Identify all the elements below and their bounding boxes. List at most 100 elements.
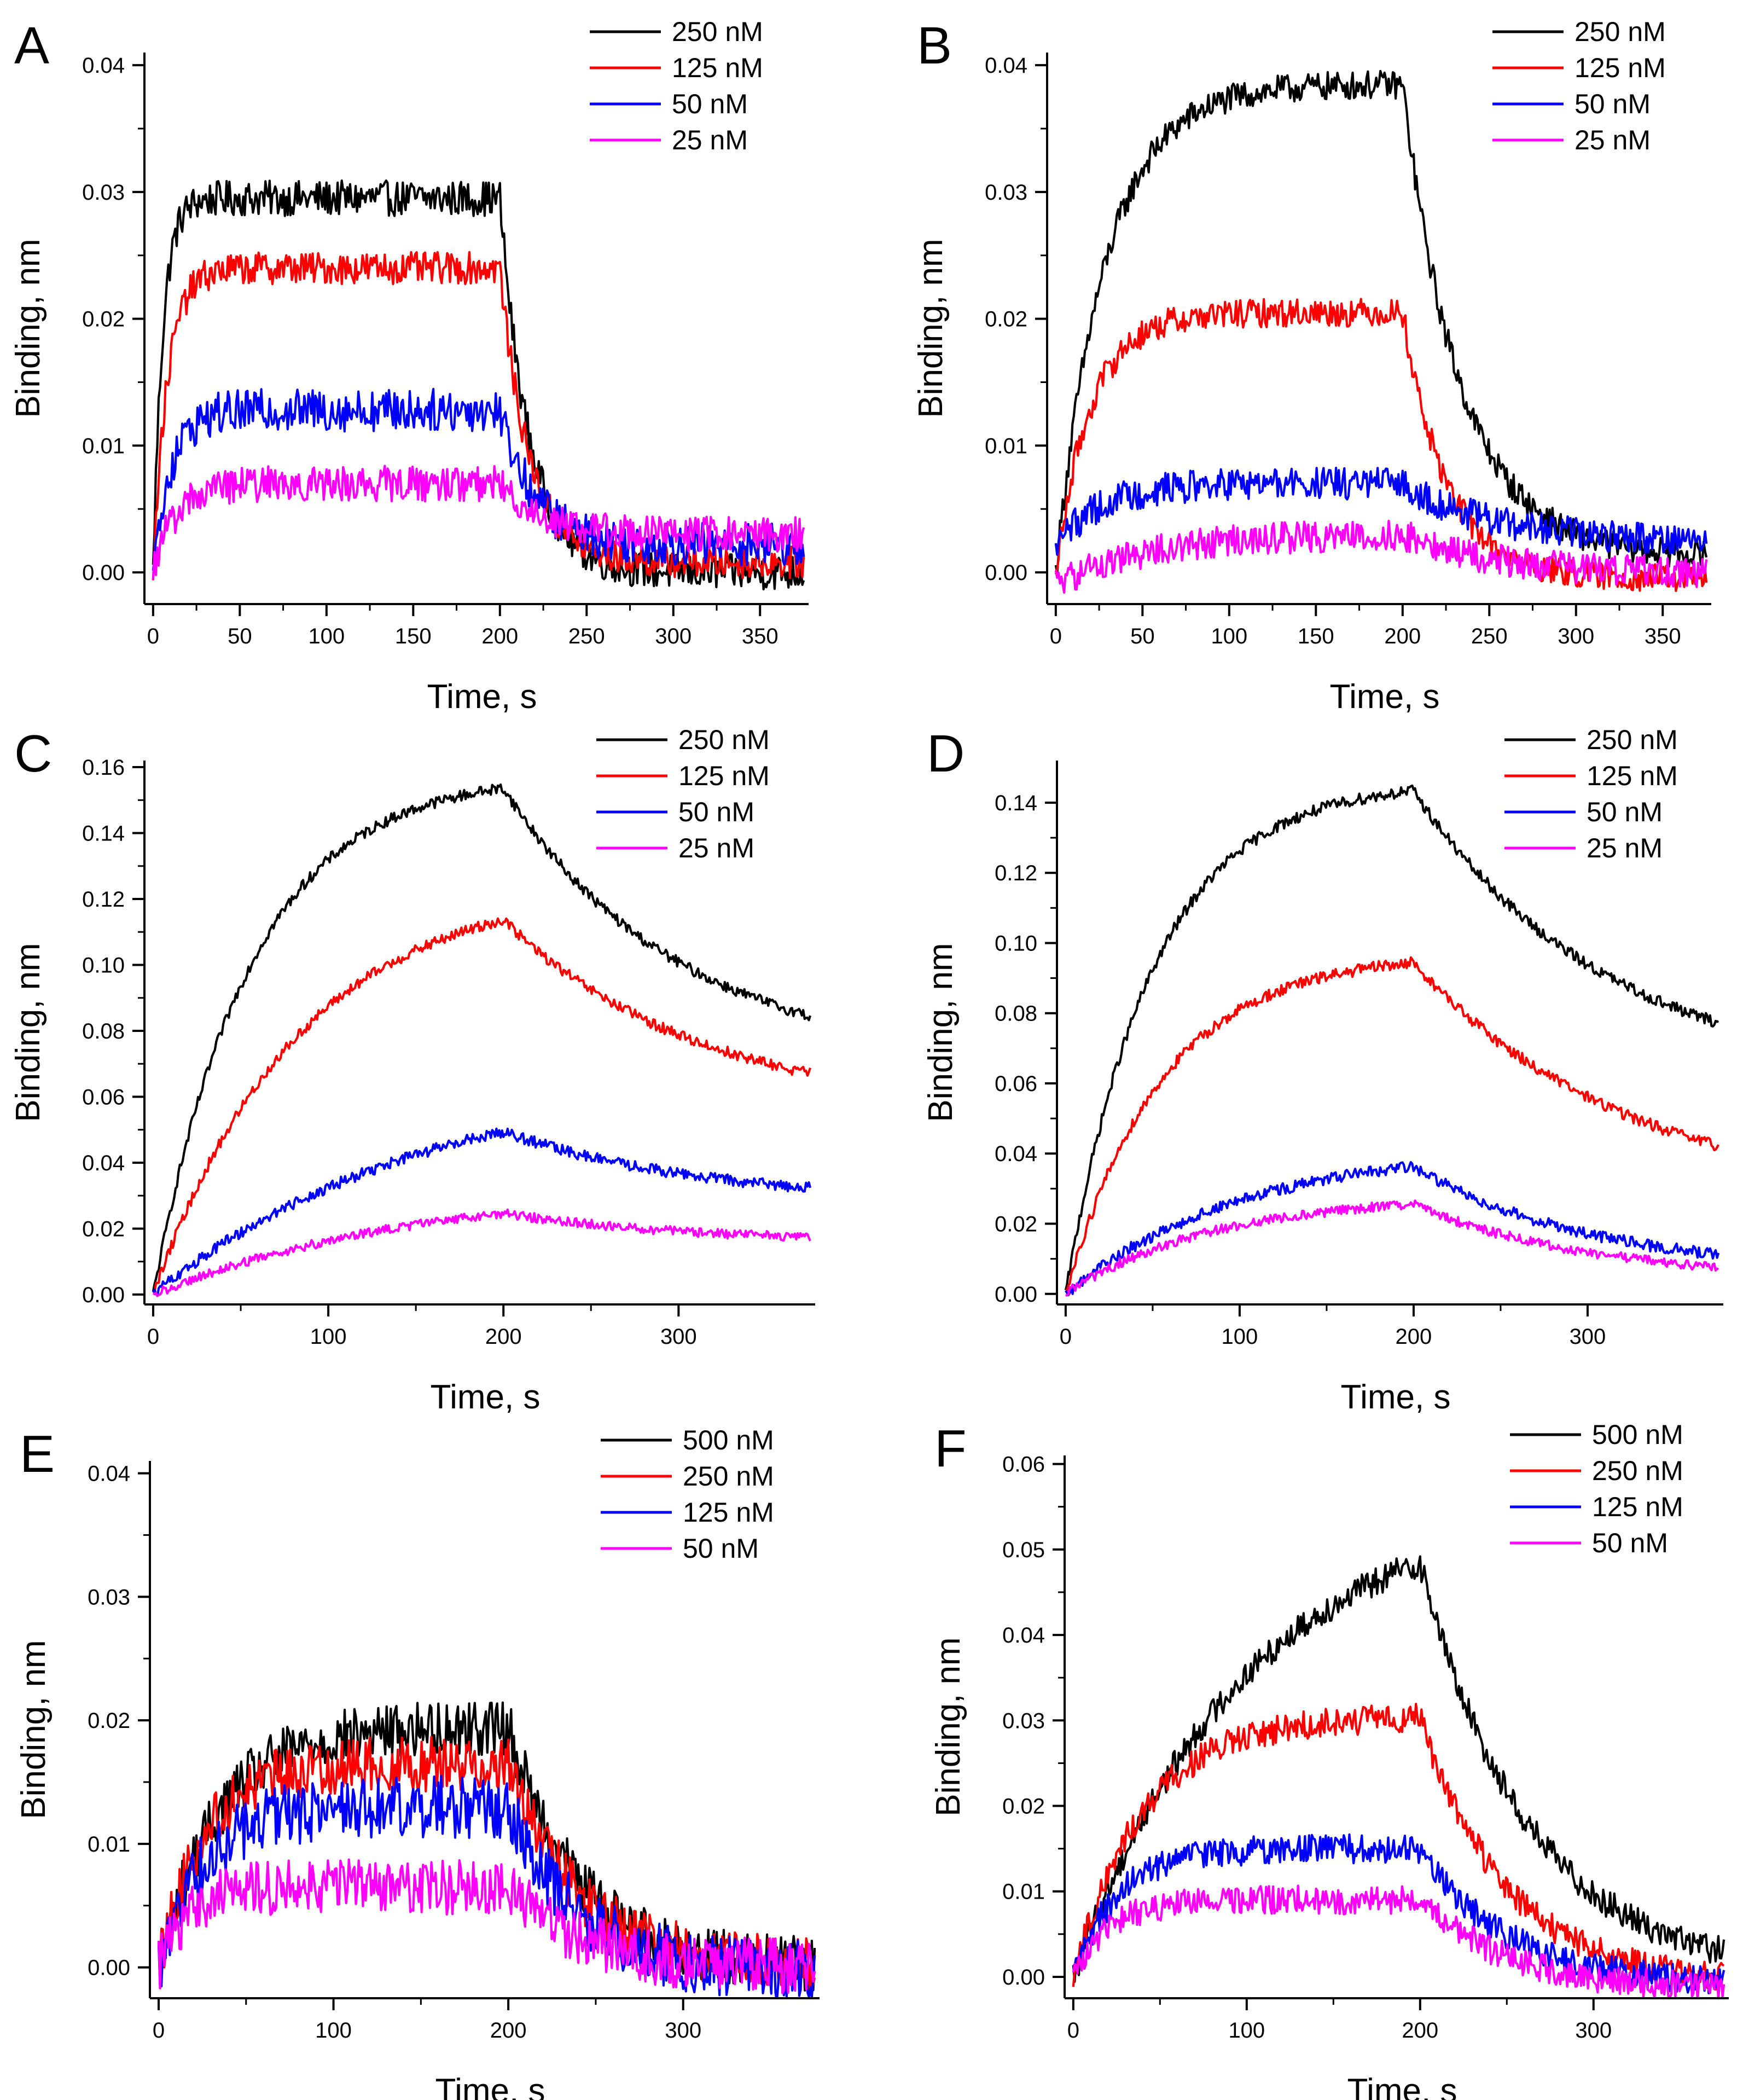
panel-d: 0 100 200 300 0.00 0.02 0.04 0.06 0.08 0.10 0.12 0.… <box>922 724 1723 1416</box>
panel-e-y-tick-label: 0.03 <box>88 1585 130 1609</box>
panel-a-y-tick-label: 0.02 <box>82 308 125 332</box>
panel-f-x-tick-label: 100 <box>1228 2018 1265 2043</box>
panel-c-x-tick-label: 0 <box>147 1325 159 1349</box>
panel-b-y-tick-label: 0.01 <box>985 434 1027 458</box>
panel-c-y-tick-label: 0.02 <box>82 1217 125 1241</box>
panel-e-x-tick-label: 300 <box>665 2018 701 2043</box>
panel-b-y-tick-label: 0.00 <box>985 561 1027 585</box>
panel-b-series-125-nm <box>1054 298 1708 592</box>
panel-e-x-tick-label: 200 <box>490 2018 527 2043</box>
panel-b-series-50-nm <box>1054 467 1708 556</box>
panel-d-letter: D <box>927 724 965 783</box>
panel-b-x-tick-label: 250 <box>1471 624 1508 648</box>
panel-c-series-25-nm <box>153 1208 811 1297</box>
panel-d-legend-label: 125 nM <box>1587 761 1678 791</box>
panel-e-series-50-nm <box>157 1858 816 1994</box>
panel-d-y-axis-title: Binding, nm <box>922 943 960 1122</box>
panel-f: 0 100 200 300 0.00 0.01 0.02 0.03 0.04 0.05 0.06 Ti… <box>929 1419 1729 2100</box>
panel-d-series-50-nm <box>1065 1161 1720 1296</box>
panel-c-y-tick-label: 0.00 <box>82 1283 125 1307</box>
panel-c-y-tick-label: 0.06 <box>82 1085 125 1109</box>
panel-d-x-axis-title: Time, s <box>1341 1378 1451 1416</box>
panel-f-y-tick-label: 0.00 <box>1002 1965 1045 1989</box>
panel-a-x-tick-label: 300 <box>655 624 692 648</box>
panel-e-legend-label: 50 nM <box>683 1533 759 1564</box>
panel-f-series-50-nm <box>1072 1884 1725 1998</box>
panel-b-x-axis-title: Time, s <box>1330 678 1440 716</box>
panel-f-legend-label: 500 nM <box>1592 1419 1683 1450</box>
panel-b-legend-label: 250 nM <box>1574 16 1666 47</box>
panel-d-legend-label: 250 nM <box>1587 724 1678 755</box>
panel-a-letter: A <box>14 16 49 75</box>
panel-a-series-25-nm <box>152 465 805 581</box>
panel-d-legend-label: 50 nM <box>1587 797 1663 827</box>
panel-c-series-250-nm <box>152 783 812 1292</box>
panel-b-y-axis-title: Binding, nm <box>912 239 950 417</box>
panel-f-y-axis-title: Binding, nm <box>929 1637 967 1816</box>
panel-d-y-tick-label: 0.14 <box>995 791 1037 815</box>
panel-b-y-tick-label: 0.03 <box>985 181 1027 205</box>
panel-f-legend-label: 250 nM <box>1592 1455 1683 1486</box>
panel-f-y-tick-label: 0.06 <box>1002 1453 1045 1477</box>
panel-c-legend-label: 250 nM <box>678 724 770 755</box>
panel-c-legend-label: 25 nM <box>678 833 754 863</box>
panel-b-legend-label: 125 nM <box>1574 53 1666 83</box>
panel-a-x-tick-label: 350 <box>742 624 778 648</box>
panel-a-x-tick-label: 50 <box>228 624 252 648</box>
panel-c-legend-label: 125 nM <box>678 761 770 791</box>
panel-f-y-tick-label: 0.02 <box>1002 1795 1045 1819</box>
panel-a-x-tick-label: 250 <box>568 624 605 648</box>
panel-a-series-250-nm <box>152 179 805 591</box>
panel-e-y-tick-label: 0.00 <box>88 1956 130 1980</box>
panel-f-letter: F <box>934 1419 967 1478</box>
panel-f-x-tick-label: 0 <box>1067 2018 1079 2043</box>
panel-d-y-tick-label: 0.12 <box>995 861 1037 885</box>
panel-b-y-tick-label: 0.02 <box>985 308 1027 332</box>
panel-a-x-tick-label: 200 <box>481 624 518 648</box>
panel-f-x-tick-label: 200 <box>1402 2018 1438 2043</box>
panel-f-y-tick-label: 0.03 <box>1002 1709 1045 1733</box>
panel-d-y-tick-label: 0.06 <box>995 1072 1037 1096</box>
panel-b-legend-label: 25 nM <box>1574 125 1651 155</box>
panel-c-y-tick-label: 0.14 <box>82 822 125 846</box>
panel-e-letter: E <box>20 1425 55 1483</box>
panel-d-series-25-nm <box>1065 1199 1719 1297</box>
panel-e-legend-label: 500 nM <box>683 1425 774 1455</box>
panel-e-y-tick-label: 0.02 <box>88 1709 130 1733</box>
panel-a-y-tick-label: 0.03 <box>82 181 125 205</box>
panel-a-y-tick-label: 0.00 <box>82 561 125 585</box>
panel-c-y-tick-label: 0.04 <box>82 1151 125 1175</box>
panel-c-y-tick-label: 0.12 <box>82 887 125 912</box>
panel-b-x-tick-label: 0 <box>1050 624 1062 648</box>
panel-d-series-250-nm <box>1064 784 1719 1291</box>
panel-d-y-tick-label: 0.02 <box>995 1213 1037 1237</box>
panel-c-x-tick-label: 100 <box>310 1325 347 1349</box>
panel-c-x-tick-label: 200 <box>485 1325 522 1349</box>
panel-e-x-axis-title: Time, s <box>435 2072 545 2100</box>
panel-e-y-tick-label: 0.04 <box>88 1462 130 1486</box>
panel-b: 0 50 100 150 200 250 300 350 0.00 0.01 0.02 0.03 0.0… <box>912 16 1711 716</box>
panel-d-y-tick-label: 0.10 <box>995 931 1037 955</box>
panel-a-y-axis-title: Binding, nm <box>9 239 47 417</box>
panel-b-letter: B <box>917 16 952 75</box>
panel-b-x-tick-label: 150 <box>1298 624 1334 648</box>
panel-a: 0 50 100 150 200 250 300 350 0.00 0.01 0.02 0.03 0.0… <box>9 16 809 716</box>
panel-a-legend-label: 25 nM <box>672 125 748 155</box>
panel-a-y-tick-label: 0.01 <box>82 434 125 458</box>
panel-f-y-tick-label: 0.04 <box>1002 1623 1045 1647</box>
panel-f-x-tick-label: 300 <box>1575 2018 1612 2043</box>
panel-a-x-axis-title: Time, s <box>427 678 537 716</box>
panel-d-legend-label: 25 nM <box>1587 833 1663 863</box>
panel-c-y-axis-title: Binding, nm <box>9 943 47 1122</box>
panel-e-legend-label: 250 nM <box>683 1461 774 1492</box>
panel-e-y-axis-title: Binding, nm <box>15 1640 53 1819</box>
panel-c-letter: C <box>14 724 52 783</box>
panel-a-x-tick-label: 100 <box>308 624 345 648</box>
panel-d-x-tick-label: 200 <box>1396 1325 1432 1349</box>
panel-f-legend-label: 50 nM <box>1592 1528 1668 1558</box>
panel-c-x-tick-label: 300 <box>660 1325 697 1349</box>
panel-e: 0 100 200 300 0.00 0.01 0.02 0.03 0.04 Time, s Bin… <box>15 1425 820 2100</box>
panel-d-series-125-nm <box>1065 956 1719 1292</box>
panel-b-x-tick-label: 50 <box>1130 624 1155 648</box>
panel-c-legend-label: 50 nM <box>678 797 754 827</box>
